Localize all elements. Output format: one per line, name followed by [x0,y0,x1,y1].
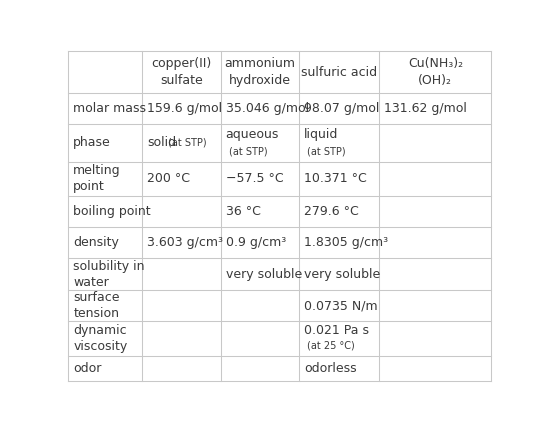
Text: (at 25 °C): (at 25 °C) [307,341,355,351]
Text: ammonium
hydroxide: ammonium hydroxide [224,57,295,87]
Text: (at STP): (at STP) [229,146,268,156]
Text: solid: solid [147,136,176,149]
Text: liquid: liquid [304,128,339,141]
Text: surface
tension: surface tension [73,291,120,320]
Text: phase: phase [73,136,111,149]
Text: 131.62 g/mol: 131.62 g/mol [384,102,467,115]
Text: 200 °C: 200 °C [147,172,191,185]
Text: 0.021 Pa s: 0.021 Pa s [304,324,369,337]
Text: −57.5 °C: −57.5 °C [225,172,283,185]
Text: sulfuric acid: sulfuric acid [301,65,377,79]
Text: copper(II)
sulfate: copper(II) sulfate [151,57,211,87]
Text: Cu(NH₃)₂
(OH)₂: Cu(NH₃)₂ (OH)₂ [408,57,463,87]
Text: 0.9 g/cm³: 0.9 g/cm³ [225,236,286,249]
Text: odorless: odorless [304,362,357,375]
Text: density: density [73,236,119,249]
Text: 36 °C: 36 °C [225,205,260,218]
Text: 35.046 g/mol: 35.046 g/mol [225,102,309,115]
Text: 10.371 °C: 10.371 °C [304,172,367,185]
Text: (at STP): (at STP) [307,146,346,156]
Text: 3.603 g/cm³: 3.603 g/cm³ [147,236,223,249]
Text: 98.07 g/mol: 98.07 g/mol [304,102,379,115]
Text: boiling point: boiling point [73,205,151,218]
Text: melting
point: melting point [73,164,121,193]
Text: solubility in
water: solubility in water [73,260,145,288]
Text: dynamic
viscosity: dynamic viscosity [73,324,128,353]
Text: odor: odor [73,362,102,375]
Text: 0.0735 N/m: 0.0735 N/m [304,299,378,312]
Text: 159.6 g/mol: 159.6 g/mol [147,102,223,115]
Text: 1.8305 g/cm³: 1.8305 g/cm³ [304,236,388,249]
Text: molar mass: molar mass [73,102,146,115]
Text: (at STP): (at STP) [168,138,206,148]
Text: aqueous: aqueous [225,128,279,141]
Text: very soluble: very soluble [304,268,380,281]
Text: very soluble: very soluble [225,268,302,281]
Text: 279.6 °C: 279.6 °C [304,205,359,218]
